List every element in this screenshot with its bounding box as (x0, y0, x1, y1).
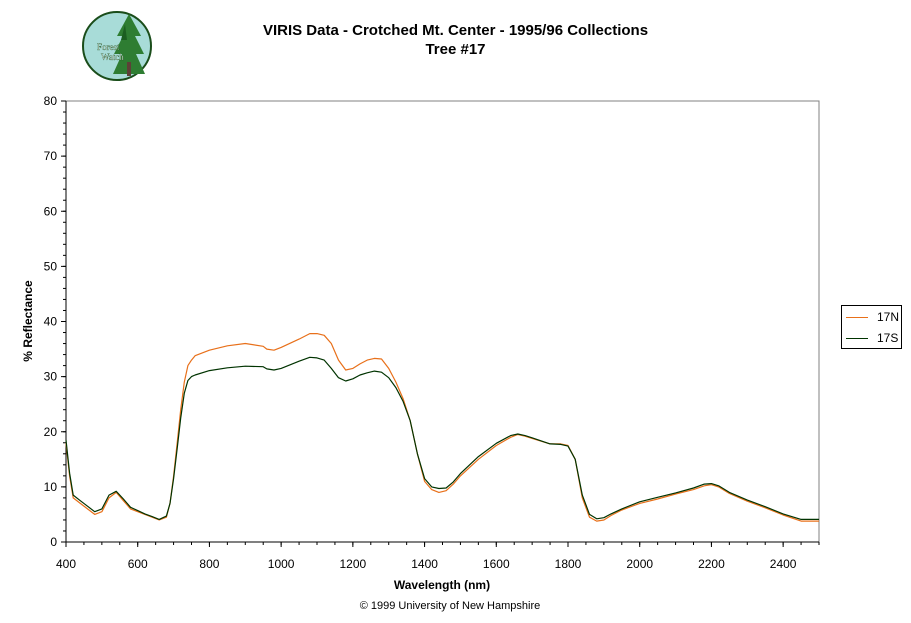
x-tick-label: 600 (128, 557, 148, 571)
x-tick-label: 2000 (626, 557, 653, 571)
legend-item-17s: 17S (846, 330, 901, 346)
legend-swatch-17s (846, 338, 868, 339)
x-tick-label: 1400 (411, 557, 438, 571)
y-tick-label: 20 (44, 425, 58, 439)
x-tick-label: 1800 (555, 557, 582, 571)
y-axis: 0 10 20 30 40 50 60 70 80 (44, 94, 66, 549)
copyright-footer: © 1999 University of New Hampshire (359, 600, 541, 612)
x-tick-label: 1000 (268, 557, 295, 571)
series-line-17n (65, 333, 819, 522)
x-tick-label: 800 (199, 557, 219, 571)
legend-label-17s: 17S (877, 331, 899, 345)
y-tick-label: 30 (44, 370, 58, 384)
legend-item-17n: 17N (846, 309, 901, 325)
y-tick-label: 80 (44, 94, 58, 108)
y-axis-label: % Reflectance (21, 280, 35, 362)
chart-title-block: VIRIS Data - Crotched Mt. Center - 1995/… (200, 21, 711, 59)
y-tick-label: 70 (44, 149, 58, 163)
legend-label-17n: 17N (877, 310, 900, 324)
forest-watch-logo: Forest Watch (81, 10, 153, 82)
y-tick-label: 50 (44, 259, 58, 273)
logo-text-forest: Forest (97, 42, 120, 52)
x-axis-label: Wavelength (nm) (394, 578, 490, 592)
x-tick-label: 2200 (698, 557, 725, 571)
x-axis: 400 600 800 1000 1200 1400 1600 1800 2000 2200 240… (56, 542, 797, 571)
y-tick-label: 60 (44, 204, 58, 218)
logo-tree (113, 14, 145, 74)
series-line-17s (65, 356, 819, 521)
x-tick-label: 2400 (770, 557, 797, 571)
chart-title: VIRIS Data - Crotched Mt. Center - 1995/… (262, 22, 649, 39)
chart-subtitle: Tree #17 (425, 41, 486, 58)
plot-frame (65, 100, 820, 543)
y-tick-label: 40 (44, 315, 58, 329)
x-tick-label: 1200 (340, 557, 367, 571)
y-tick-label: 0 (50, 535, 57, 549)
legend: 17N 17S (841, 305, 902, 349)
legend-swatch-17n (846, 317, 868, 318)
y-tick-label: 10 (44, 480, 58, 494)
x-tick-label: 400 (56, 557, 76, 571)
minor-ticks (63, 100, 820, 545)
x-tick-label: 1600 (483, 557, 510, 571)
series-group (65, 333, 819, 522)
logo-text-watch: Watch (101, 52, 124, 62)
